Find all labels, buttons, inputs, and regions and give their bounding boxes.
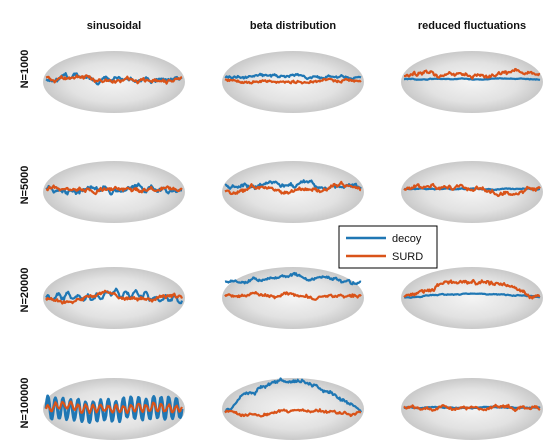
panel-background-ellipse: [222, 378, 364, 440]
row-label-n1000: N=1000: [19, 50, 31, 89]
series-line-surd: [403, 182, 541, 198]
series-line-decoy: [403, 292, 541, 299]
panel-r1-c1: [43, 51, 185, 113]
series-line-decoy: [45, 287, 184, 305]
series-line-surd: [224, 408, 362, 418]
row-label-n5000: N=5000: [19, 166, 31, 205]
series-line-surd: [224, 291, 362, 301]
panel-r4-c3: [401, 378, 543, 440]
series-line-decoy: [224, 271, 362, 286]
panel-r2-c1: [43, 161, 185, 223]
series-line-decoy: [224, 377, 362, 413]
row-label-n20000: N=20000: [19, 268, 31, 313]
panel-r1-c3: [401, 51, 543, 113]
panel-background-ellipse: [401, 51, 543, 113]
column-title-beta-distribution: beta distribution: [250, 20, 336, 32]
panel-r2-c3: [401, 161, 543, 223]
series-line-surd: [403, 67, 541, 80]
series-line-surd: [45, 74, 183, 85]
legend-label-decoy: decoy: [392, 233, 422, 245]
series-line-surd: [224, 77, 362, 85]
series-line-surd: [403, 403, 541, 413]
panel-r1-c2: [222, 51, 364, 113]
legend: decoy SURD: [338, 225, 438, 269]
column-title-sinusoidal: sinusoidal: [87, 20, 141, 32]
panel-r3-c2: [222, 267, 364, 329]
panel-r3-c1: [43, 267, 185, 329]
panel-grid: [43, 51, 543, 440]
legend-label-surd: SURD: [392, 251, 423, 263]
row-label-n100000: N=100000: [19, 377, 31, 428]
panel-r4-c2: [222, 377, 364, 440]
panel-r3-c3: [401, 267, 543, 329]
panel-background-ellipse: [401, 267, 543, 329]
panel-background-ellipse: [43, 267, 185, 329]
legend-box: [338, 225, 438, 269]
panel-background-ellipse: [222, 267, 364, 329]
series-line-surd: [45, 184, 183, 196]
series-line-decoy: [224, 72, 362, 81]
panel-background-ellipse: [401, 161, 543, 223]
panel-r4-c1: [43, 378, 185, 440]
series-line-surd: [44, 400, 183, 415]
series-line-surd: [403, 278, 541, 300]
column-title-reduced-fluctuations: reduced fluctuations: [418, 20, 526, 32]
series-line-surd: [224, 180, 362, 196]
panel-r2-c2: [222, 161, 364, 223]
series-line-surd: [45, 289, 184, 305]
